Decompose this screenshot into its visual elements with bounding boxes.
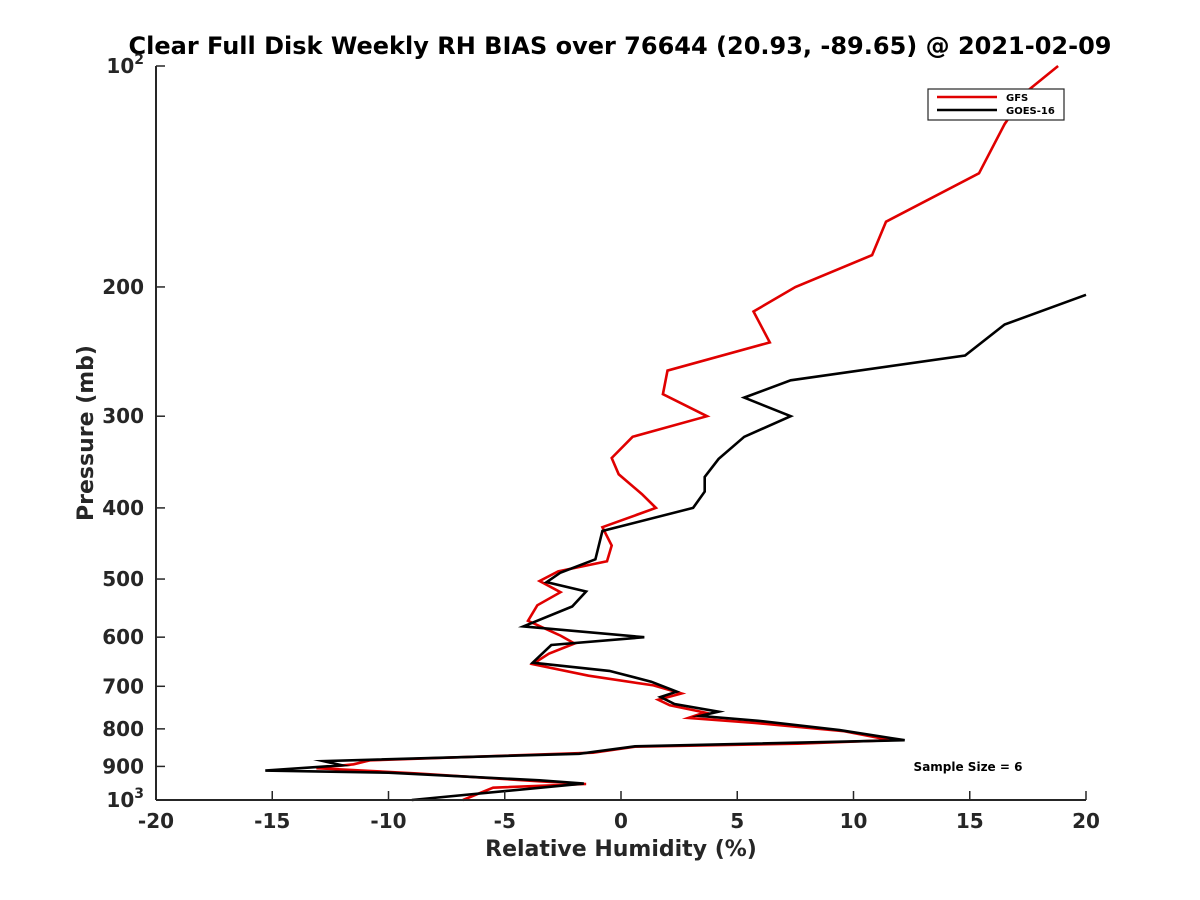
x-tick-label: -5 bbox=[494, 809, 516, 833]
legend: GFS GOES-16 bbox=[927, 88, 1065, 121]
y-tick-label: 900 bbox=[102, 754, 144, 778]
y-tick-label: 700 bbox=[102, 674, 144, 698]
x-tick-label: 0 bbox=[614, 809, 628, 833]
x-tick-label: 20 bbox=[1072, 809, 1100, 833]
y-tick-label: 200 bbox=[102, 275, 144, 299]
series-layer bbox=[265, 64, 1087, 802]
y-axis-label: Pressure (mb) bbox=[74, 345, 99, 521]
x-axis-label: Relative Humidity (%) bbox=[485, 837, 757, 862]
series-line-gfs bbox=[316, 64, 1059, 802]
x-tick-label: -15 bbox=[254, 809, 290, 833]
y-tick-label: 800 bbox=[102, 717, 144, 741]
y-tick-label: 300 bbox=[102, 404, 144, 428]
x-ticks: -20 -15 -10 -5 0 5 10 15 20 bbox=[138, 791, 1100, 833]
y-tick-label: 600 bbox=[102, 625, 144, 649]
x-tick-label: -10 bbox=[370, 809, 406, 833]
sample-size-annotation: Sample Size = 6 bbox=[914, 760, 1023, 774]
y-ticks: 102 200 300 400 500 600 700 800 900 103 bbox=[102, 52, 165, 812]
y-tick-label: 102 bbox=[106, 52, 144, 78]
legend-label-gfs: GFS bbox=[1006, 93, 1028, 104]
legend-label-goes16: GOES-16 bbox=[1006, 106, 1055, 117]
y-tick-label: 103 bbox=[106, 786, 144, 812]
y-tick-label: 500 bbox=[102, 567, 144, 591]
series-line-goes16 bbox=[265, 293, 1087, 802]
x-tick-label: 10 bbox=[840, 809, 868, 833]
x-tick-label: -20 bbox=[138, 809, 174, 833]
y-tick-label: 400 bbox=[102, 496, 144, 520]
legend-box bbox=[927, 88, 1065, 121]
x-tick-label: 5 bbox=[730, 809, 744, 833]
x-tick-label: 15 bbox=[956, 809, 984, 833]
chart-title: Clear Full Disk Weekly RH BIAS over 7664… bbox=[129, 32, 1112, 60]
